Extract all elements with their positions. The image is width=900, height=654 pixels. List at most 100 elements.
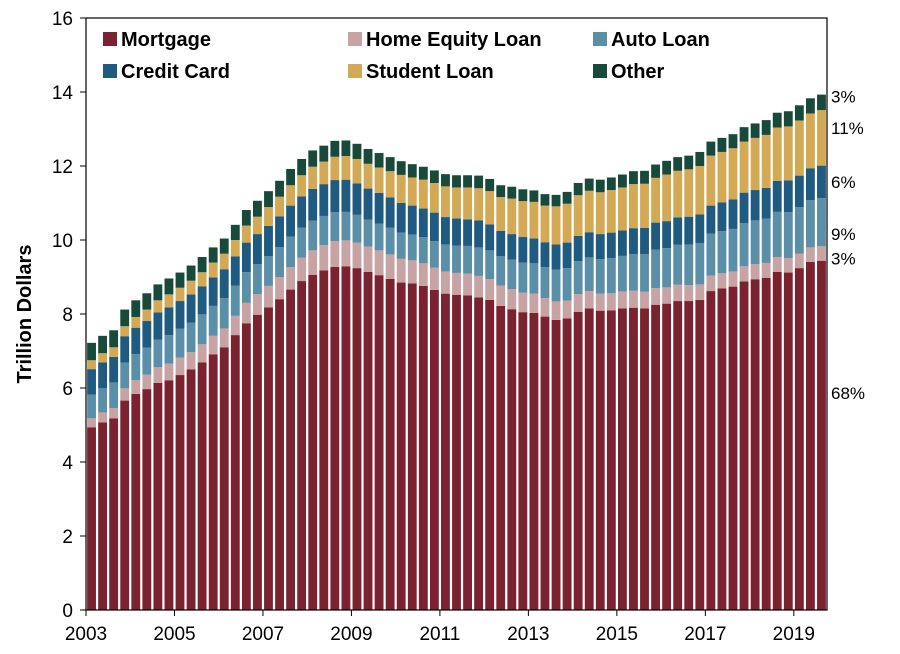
bar-student-loan-2004Q4 bbox=[164, 294, 174, 308]
bar-auto-loan-2013Q3 bbox=[551, 269, 561, 302]
bar-credit-card-2010Q2 bbox=[407, 205, 417, 235]
bar-mortgage-2006Q4 bbox=[253, 314, 262, 610]
bar-student-loan-2009Q2 bbox=[363, 163, 373, 189]
bar-student-loan-2011Q3 bbox=[463, 187, 472, 220]
bar-mortgage-2010Q3 bbox=[418, 285, 428, 610]
bar-other-2008Q1 bbox=[308, 150, 318, 167]
bar-home-equity-loan-2012Q3 bbox=[507, 289, 517, 310]
bar-credit-card-2005Q1 bbox=[175, 301, 185, 329]
bar-student-loan-2015Q4 bbox=[651, 177, 660, 223]
bar-credit-card-2004Q3 bbox=[153, 312, 163, 340]
bar-mortgage-2003Q1 bbox=[87, 427, 96, 610]
bar-other-2007Q2 bbox=[275, 180, 284, 197]
bar-home-equity-loan-2016Q2 bbox=[673, 284, 683, 302]
bar-credit-card-2008Q2 bbox=[319, 184, 329, 216]
bar-auto-loan-2004Q1 bbox=[131, 353, 141, 381]
bar-credit-card-2006Q1 bbox=[219, 269, 229, 299]
bar-auto-loan-2009Q3 bbox=[374, 223, 384, 251]
bar-student-loan-2017Q3 bbox=[728, 148, 738, 200]
bar-student-loan-2006Q4 bbox=[253, 216, 262, 235]
bar-mortgage-2008Q4 bbox=[341, 266, 351, 610]
bar-credit-card-2017Q3 bbox=[728, 199, 738, 229]
share-annotations: 3% 11% 6% 9% 3% 68% bbox=[831, 87, 865, 403]
bar-credit-card-2007Q2 bbox=[275, 216, 284, 248]
bar-mortgage-2006Q2 bbox=[230, 335, 240, 610]
bar-other-2004Q2 bbox=[142, 293, 152, 310]
y-tick-label: 16 bbox=[52, 9, 73, 30]
bar-home-equity-loan-2008Q2 bbox=[319, 245, 329, 271]
bar-credit-card-2004Q2 bbox=[142, 321, 152, 348]
bar-auto-loan-2009Q4 bbox=[385, 227, 395, 255]
bar-mortgage-2019Q3 bbox=[817, 260, 826, 610]
bar-credit-card-2015Q3 bbox=[640, 227, 649, 255]
legend-label-credit-card: Credit Card bbox=[121, 61, 230, 83]
bar-student-loan-2007Q3 bbox=[286, 185, 296, 206]
bar-mortgage-2016Q2 bbox=[673, 301, 683, 610]
bar-other-2006Q3 bbox=[241, 210, 251, 226]
bar-student-loan-2010Q2 bbox=[407, 177, 417, 206]
bar-home-equity-loan-2019Q1 bbox=[794, 253, 804, 269]
bar-mortgage-2017Q4 bbox=[739, 281, 749, 610]
bar-student-loan-2013Q3 bbox=[551, 206, 561, 245]
bar-home-equity-loan-2017Q3 bbox=[728, 271, 738, 287]
bar-home-equity-loan-2003Q2 bbox=[98, 412, 108, 423]
bar-student-loan-2005Q4 bbox=[208, 262, 218, 278]
bar-mortgage-2012Q3 bbox=[507, 309, 517, 610]
bar-other-2015Q3 bbox=[640, 170, 649, 184]
bar-credit-card-2016Q2 bbox=[673, 217, 683, 245]
bar-mortgage-2012Q2 bbox=[496, 305, 506, 610]
bar-other-2010Q3 bbox=[418, 166, 428, 180]
bar-other-2009Q1 bbox=[352, 143, 362, 159]
bar-student-loan-2009Q4 bbox=[385, 171, 395, 198]
bar-credit-card-2012Q1 bbox=[485, 224, 495, 251]
x-tick-label: 2015 bbox=[596, 624, 638, 645]
x-axis: 2003 2005 2007 2009 2011 2013 2015 2017 2019 bbox=[65, 610, 815, 645]
bar-other-2017Q3 bbox=[728, 134, 738, 149]
bar-other-2018Q1 bbox=[750, 123, 760, 138]
bar-home-equity-loan-2006Q1 bbox=[219, 328, 229, 348]
bar-credit-card-2010Q3 bbox=[418, 208, 428, 238]
bar-other-2017Q1 bbox=[706, 141, 716, 156]
bar-auto-loan-2006Q1 bbox=[219, 298, 229, 329]
bar-auto-loan-2007Q1 bbox=[264, 256, 273, 286]
bar-other-2010Q2 bbox=[407, 164, 417, 178]
bar-home-equity-loan-2005Q3 bbox=[197, 344, 207, 363]
bar-mortgage-2010Q1 bbox=[396, 282, 406, 610]
y-axis: 0 2 4 6 8 10 12 14 16 bbox=[52, 9, 86, 622]
bar-other-2017Q2 bbox=[717, 137, 727, 152]
bar-credit-card-2014Q4 bbox=[606, 232, 616, 259]
y-tick-label: 10 bbox=[52, 231, 73, 252]
bar-credit-card-2019Q2 bbox=[805, 168, 815, 201]
bar-other-2014Q1 bbox=[573, 183, 583, 196]
bar-other-2015Q1 bbox=[617, 174, 627, 188]
bar-auto-loan-2007Q4 bbox=[297, 227, 307, 258]
bar-auto-loan-2004Q3 bbox=[153, 339, 163, 368]
bar-home-equity-loan-2011Q4 bbox=[474, 275, 484, 298]
bar-mortgage-2004Q3 bbox=[153, 382, 163, 610]
bar-mortgage-2014Q3 bbox=[595, 310, 605, 610]
bar-home-equity-loan-2019Q2 bbox=[805, 247, 815, 262]
y-tick-label: 14 bbox=[52, 83, 74, 104]
bar-student-loan-2019Q2 bbox=[805, 113, 815, 169]
bar-credit-card-2016Q3 bbox=[684, 216, 694, 245]
bar-student-loan-2019Q1 bbox=[794, 120, 804, 176]
bar-student-loan-2008Q3 bbox=[330, 156, 340, 181]
bar-mortgage-2019Q2 bbox=[805, 261, 815, 610]
share-label-student-loan: 11% bbox=[831, 119, 864, 138]
bar-mortgage-2009Q3 bbox=[374, 275, 384, 610]
bar-home-equity-loan-2007Q4 bbox=[297, 257, 307, 282]
bar-mortgage-2009Q1 bbox=[352, 268, 362, 610]
bar-home-equity-loan-2016Q3 bbox=[684, 285, 694, 302]
bar-student-loan-2015Q2 bbox=[629, 184, 638, 229]
bar-student-loan-2003Q1 bbox=[87, 360, 96, 370]
bar-student-loan-2012Q3 bbox=[507, 198, 517, 235]
bar-credit-card-2019Q3 bbox=[817, 165, 826, 199]
bar-auto-loan-2005Q3 bbox=[197, 314, 207, 345]
bar-mortgage-2015Q4 bbox=[651, 304, 660, 610]
bar-home-equity-loan-2016Q1 bbox=[662, 287, 672, 304]
bar-auto-loan-2011Q2 bbox=[452, 245, 461, 273]
bar-other-2016Q4 bbox=[695, 151, 705, 166]
bar-other-2007Q4 bbox=[297, 158, 307, 176]
bar-auto-loan-2008Q4 bbox=[341, 211, 351, 241]
bar-credit-card-2009Q1 bbox=[352, 183, 362, 215]
